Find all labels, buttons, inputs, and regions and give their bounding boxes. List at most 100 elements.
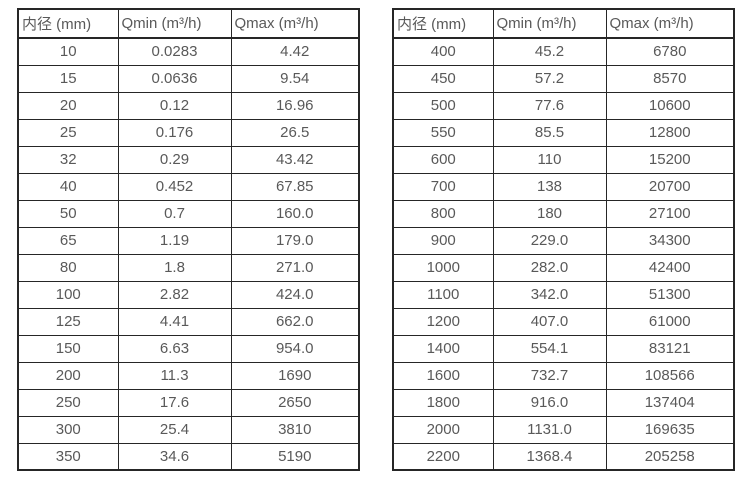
table-row: 125 4.41 662.0 (17, 307, 360, 336)
qmin-cell: 0.176 (117, 118, 232, 147)
table-row: 1000 282.0 42400 (392, 253, 735, 282)
qmax-cell: 42400 (605, 253, 735, 282)
diameter-cell: 700 (392, 172, 494, 201)
qmax-cell: 51300 (605, 280, 735, 309)
qmin-cell: 25.4 (117, 415, 232, 444)
qmin-cell: 916.0 (492, 388, 607, 417)
header-qmax: Qmax (m³/h) (605, 8, 735, 39)
qmax-cell: 9.54 (230, 64, 360, 93)
diameter-cell: 15 (17, 64, 119, 93)
qmin-cell: 732.7 (492, 361, 607, 390)
diameter-cell: 1600 (392, 361, 494, 390)
qmax-cell: 8570 (605, 64, 735, 93)
diameter-cell: 2000 (392, 415, 494, 444)
diameter-cell: 900 (392, 226, 494, 255)
diameter-cell: 500 (392, 91, 494, 120)
table-row: 80 1.8 271.0 (17, 253, 360, 282)
qmin-cell: 4.41 (117, 307, 232, 336)
table-row: 2200 1368.4 205258 (392, 442, 735, 471)
diameter-cell: 1400 (392, 334, 494, 363)
diameter-cell: 250 (17, 388, 119, 417)
diameter-cell: 65 (17, 226, 119, 255)
table-row: 1600 732.7 108566 (392, 361, 735, 390)
qmin-cell: 45.2 (492, 37, 607, 66)
qmin-cell: 0.0283 (117, 37, 232, 66)
table-header-row: 内径 (mm) Qmin (m³/h) Qmax (m³/h) (392, 8, 735, 39)
table-body: 10 0.0283 4.42 15 0.0636 9.54 20 0.12 16.96 25 0.1… (17, 37, 360, 471)
flow-table-small-diameters: 内径 (mm) Qmin (m³/h) Qmax (m³/h) 10 0.0283 4.… (17, 8, 360, 471)
qmin-cell: 138 (492, 172, 607, 201)
qmin-cell: 229.0 (492, 226, 607, 255)
table-row: 40 0.452 67.85 (17, 172, 360, 201)
qmax-cell: 169635 (605, 415, 735, 444)
table-row: 900 229.0 34300 (392, 226, 735, 255)
header-diameter: 内径 (mm) (17, 8, 119, 39)
table-row: 50 0.7 160.0 (17, 199, 360, 228)
table-row: 20 0.12 16.96 (17, 91, 360, 120)
diameter-cell: 450 (392, 64, 494, 93)
qmax-cell: 15200 (605, 145, 735, 174)
qmin-cell: 407.0 (492, 307, 607, 336)
qmin-cell: 2.82 (117, 280, 232, 309)
table-row: 32 0.29 43.42 (17, 145, 360, 174)
qmin-cell: 180 (492, 199, 607, 228)
qmin-cell: 11.3 (117, 361, 232, 390)
qmax-cell: 12800 (605, 118, 735, 147)
header-diameter: 内径 (mm) (392, 8, 494, 39)
table-row: 350 34.6 5190 (17, 442, 360, 471)
diameter-cell: 2200 (392, 442, 494, 471)
diameter-cell: 1200 (392, 307, 494, 336)
qmin-cell: 77.6 (492, 91, 607, 120)
qmax-cell: 20700 (605, 172, 735, 201)
qmax-cell: 67.85 (230, 172, 360, 201)
table-row: 800 180 27100 (392, 199, 735, 228)
qmax-cell: 424.0 (230, 280, 360, 309)
diameter-cell: 20 (17, 91, 119, 120)
qmax-cell: 662.0 (230, 307, 360, 336)
table-row: 1800 916.0 137404 (392, 388, 735, 417)
qmin-cell: 34.6 (117, 442, 232, 471)
qmin-cell: 6.63 (117, 334, 232, 363)
diameter-cell: 40 (17, 172, 119, 201)
table-row: 150 6.63 954.0 (17, 334, 360, 363)
qmin-cell: 342.0 (492, 280, 607, 309)
header-qmin: Qmin (m³/h) (117, 8, 232, 39)
table-header-row: 内径 (mm) Qmin (m³/h) Qmax (m³/h) (392, 8, 735, 39)
qmin-cell: 1368.4 (492, 442, 607, 471)
qmax-cell: 271.0 (230, 253, 360, 282)
qmax-cell: 954.0 (230, 334, 360, 363)
qmin-cell: 0.7 (117, 199, 232, 228)
qmin-cell: 554.1 (492, 334, 607, 363)
qmax-cell: 6780 (605, 37, 735, 66)
qmax-cell: 34300 (605, 226, 735, 255)
diameter-cell: 800 (392, 199, 494, 228)
qmax-cell: 43.42 (230, 145, 360, 174)
diameter-cell: 300 (17, 415, 119, 444)
qmin-cell: 0.29 (117, 145, 232, 174)
diameter-cell: 600 (392, 145, 494, 174)
diameter-cell: 350 (17, 442, 119, 471)
qmax-cell: 179.0 (230, 226, 360, 255)
diameter-cell: 25 (17, 118, 119, 147)
qmin-cell: 0.12 (117, 91, 232, 120)
diameter-cell: 550 (392, 118, 494, 147)
qmin-cell: 0.452 (117, 172, 232, 201)
table-body: 400 45.2 6780 450 57.2 8570 500 77.6 10600 550 85.… (392, 37, 735, 471)
table-row: 2000 1131.0 169635 (392, 415, 735, 444)
qmax-cell: 160.0 (230, 199, 360, 228)
diameter-cell: 10 (17, 37, 119, 66)
diameter-cell: 1100 (392, 280, 494, 309)
qmax-cell: 5190 (230, 442, 360, 471)
qmin-cell: 0.0636 (117, 64, 232, 93)
flow-table-large-diameters: 内径 (mm) Qmin (m³/h) Qmax (m³/h) 400 45.2 678… (392, 8, 735, 471)
qmax-cell: 27100 (605, 199, 735, 228)
qmin-cell: 17.6 (117, 388, 232, 417)
table-row: 25 0.176 26.5 (17, 118, 360, 147)
table-header-row: 内径 (mm) Qmin (m³/h) Qmax (m³/h) (17, 8, 360, 39)
table-row: 400 45.2 6780 (392, 37, 735, 66)
qmax-cell: 108566 (605, 361, 735, 390)
diameter-cell: 100 (17, 280, 119, 309)
qmin-cell: 1.19 (117, 226, 232, 255)
diameter-cell: 400 (392, 37, 494, 66)
